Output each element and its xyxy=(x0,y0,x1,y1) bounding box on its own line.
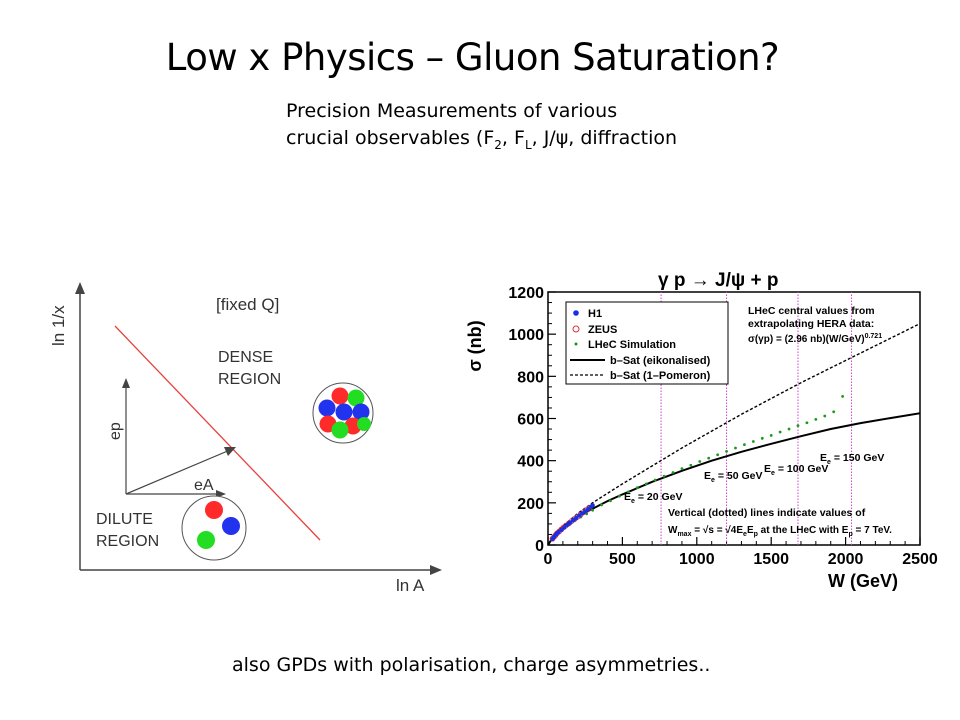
energy-label-150: Ee = 150 GeV xyxy=(820,452,884,466)
lhec-point xyxy=(778,430,782,434)
saturation-boundary-line xyxy=(114,325,321,541)
dilute-region-label-1: DILUTE xyxy=(96,511,153,528)
lhec-point xyxy=(707,456,711,460)
h1-point xyxy=(559,527,564,533)
x-tick-label: 0 xyxy=(544,551,553,568)
dilute-nucleus-icon xyxy=(181,495,247,561)
h1-point xyxy=(585,506,591,512)
lhec-point xyxy=(769,433,773,437)
diagonal-arrow xyxy=(125,449,231,495)
h1-point xyxy=(590,503,595,508)
y-tick-label: 600 xyxy=(517,412,544,429)
saturation-diagram: ln 1/x ln A [fixed Q] DENSE REGION DILUT… xyxy=(49,282,442,595)
legend-zeus-label: ZEUS xyxy=(588,324,617,336)
x-axis-label: W (GeV) xyxy=(828,571,898,591)
dense-region-label-2: REGION xyxy=(218,371,281,388)
ea-label: eA xyxy=(194,477,214,494)
legend-lhec-label: LHeC Simulation xyxy=(588,339,676,351)
legend-h1-marker xyxy=(573,310,579,316)
lhec-point xyxy=(787,427,791,431)
lhec-point xyxy=(644,482,648,486)
lhec-point xyxy=(823,414,827,418)
diagram-x-label: ln A xyxy=(396,576,425,595)
points-layer xyxy=(549,394,845,542)
lhec-point xyxy=(725,449,728,453)
lhec-point xyxy=(760,436,764,440)
y-tick-label: 1000 xyxy=(508,327,544,344)
legend: H1 ZEUS LHeC Simulation b–Sat (eikonalis… xyxy=(565,301,729,385)
subtitle: Precision Measurements of various crucia… xyxy=(286,98,677,159)
lhec-point xyxy=(671,471,675,474)
ep-arrow-head-icon xyxy=(122,378,130,388)
lhec-point xyxy=(680,467,684,471)
dilute-region-label-2: REGION xyxy=(96,533,159,550)
y-tick-label: 1200 xyxy=(508,285,544,302)
y-tick-label: 800 xyxy=(517,369,544,386)
slide-title: Low x Physics – Gluon Saturation? xyxy=(165,36,780,79)
legend-zeus-marker xyxy=(572,325,580,333)
x-tick-label: 2000 xyxy=(828,551,864,568)
lhec-point xyxy=(635,486,639,490)
y-axis-label: σ (nb) xyxy=(465,320,485,371)
legend-box xyxy=(565,301,729,385)
lhec-point xyxy=(698,460,702,463)
x-tick-label: 1500 xyxy=(753,551,789,568)
footer-text: also GPDs with polarisation, charge asym… xyxy=(232,654,711,676)
energy-label-20: Ee = 20 GeV xyxy=(624,491,683,505)
note-line-2: Wmax = √s = √4EeEp at the LHeC with Ep =… xyxy=(668,525,892,538)
y-tick-label: 400 xyxy=(517,454,544,471)
legend-h1-label: H1 xyxy=(588,308,602,320)
h1-point xyxy=(568,520,573,525)
lhec-point xyxy=(814,417,818,421)
jpsi-cross-section-chart: γ p → J/ψ + p σ (nb) W (GeV) 0 500 1000 150… xyxy=(465,270,938,591)
legend-pomeron-label: b–Sat (1–Pomeron) xyxy=(610,370,711,382)
ep-label: ep xyxy=(107,422,124,440)
dense-region-label-1: DENSE xyxy=(218,349,273,366)
ticks-layer: 0 500 1000 1500 2000 2500 0 200 400 600 800 1000 120… xyxy=(508,285,937,568)
lhec-point xyxy=(796,424,800,428)
diagram-y-arrow-icon xyxy=(75,282,85,294)
energy-label-50: Ee = 50 GeV xyxy=(704,470,763,484)
lhec-point xyxy=(832,410,836,414)
subtitle-line-1: Precision Measurements of various xyxy=(286,100,618,122)
note-line-1: Vertical (dotted) lines indicate values … xyxy=(668,507,866,519)
diagram-x-arrow-icon xyxy=(430,565,442,575)
lhec-point xyxy=(600,503,603,507)
lhec-point xyxy=(743,443,746,447)
legend-eikonal-label: b–Sat (eikonalised) xyxy=(610,355,711,367)
lhec-point xyxy=(626,490,630,494)
fit-text-line-1: LHeC central values from xyxy=(748,305,875,317)
h1-point xyxy=(562,525,567,530)
lhec-point xyxy=(689,463,693,467)
legend-lhec-marker xyxy=(574,342,578,346)
y-tick-label: 0 xyxy=(535,538,544,555)
lhec-point xyxy=(609,499,612,503)
dense-nucleus-icon xyxy=(312,382,374,444)
chart-title: γ p → J/ψ + p xyxy=(658,270,778,291)
lhec-point xyxy=(716,453,720,457)
lhec-point xyxy=(618,494,621,498)
lhec-point xyxy=(805,421,809,425)
lhec-point xyxy=(653,478,657,482)
x-tick-label: 1000 xyxy=(679,551,715,568)
fit-text-line-2: extrapolating HERA data: xyxy=(748,318,874,330)
fixed-q-label: [fixed Q] xyxy=(216,295,279,314)
x-tick-label: 2500 xyxy=(902,551,938,568)
h1-point xyxy=(574,515,579,521)
energy-label-100: Ee = 100 GeV xyxy=(764,463,828,477)
lhec-point xyxy=(841,394,845,398)
diagonal-arrow-head-icon xyxy=(224,447,236,456)
subtitle-line-2: crucial observables (F2, FL, J/ψ, diffra… xyxy=(286,127,678,152)
lhec-point xyxy=(734,446,737,450)
lhec-point xyxy=(751,440,755,443)
h1-point xyxy=(556,530,561,535)
x-tick-label: 500 xyxy=(609,551,636,568)
y-tick-label: 200 xyxy=(517,496,544,513)
diagram-y-label: ln 1/x xyxy=(49,305,68,346)
fit-formula: σ(γp) = (2.96 nb)(W/GeV)0.721 xyxy=(748,333,882,345)
lhec-point xyxy=(662,474,666,478)
